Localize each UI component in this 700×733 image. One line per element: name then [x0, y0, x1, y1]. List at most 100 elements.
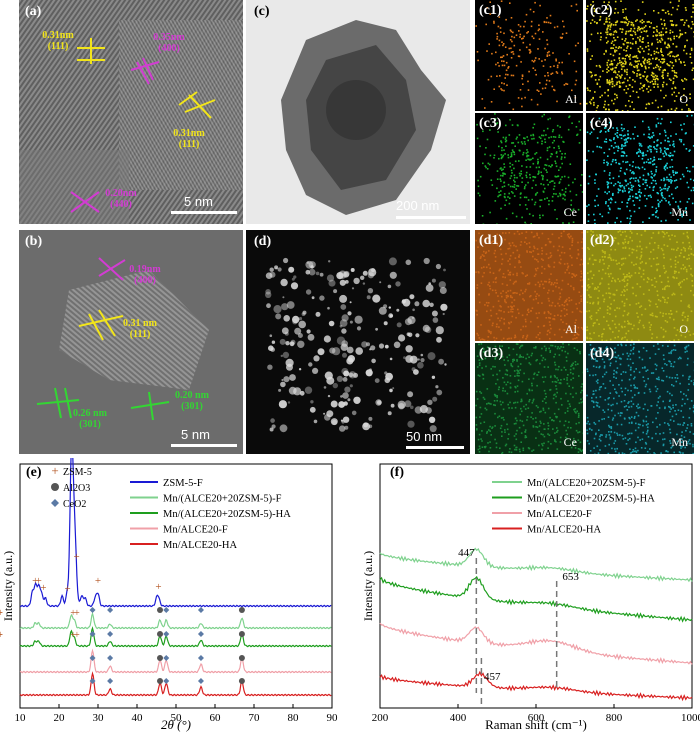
eds-dot: [490, 241, 493, 244]
ceo2-marker: [89, 607, 96, 613]
eds-dot: [530, 158, 532, 161]
eds-dot: [611, 320, 614, 322]
eds-dot: [618, 307, 621, 310]
eds-dot: [638, 184, 640, 186]
eds-dot: [682, 424, 684, 426]
eds-dot: [650, 372, 653, 374]
eds-dot: [534, 69, 537, 71]
haadf-particle: [269, 271, 276, 278]
eds-dot: [577, 439, 580, 441]
eds-dot: [627, 364, 630, 367]
eds-dot: [640, 63, 642, 66]
eds-dot: [503, 381, 506, 384]
eds-dot: [619, 208, 621, 210]
eds-dot: [686, 39, 688, 42]
eds-dot: [504, 276, 506, 279]
eds-dot: [602, 383, 605, 385]
eds-dot: [580, 241, 583, 243]
eds-dot: [611, 280, 613, 282]
eds-dot: [677, 283, 680, 285]
eds-dot: [574, 275, 576, 278]
eds-dot: [538, 136, 541, 138]
eds-dot: [570, 199, 573, 202]
eds-dot: [490, 314, 493, 317]
eds-dot: [618, 80, 621, 83]
eds-dot: [520, 289, 522, 292]
eds-dot: [486, 340, 489, 341]
eds-dot: [618, 86, 621, 88]
eds-dot: [664, 272, 666, 274]
eds-dot: [527, 447, 530, 449]
eds-dot: [616, 434, 619, 436]
eds-dot: [519, 413, 521, 416]
eds-dot: [623, 151, 625, 153]
eds-dot: [486, 388, 489, 390]
eds-dot: [677, 205, 680, 208]
eds-dot: [636, 29, 639, 32]
eds-dot: [529, 173, 531, 176]
eds-dot: [532, 236, 535, 238]
eds-dot: [627, 30, 630, 33]
eds-dot: [549, 337, 551, 340]
eds-dot: [522, 298, 524, 300]
eds-dot: [644, 13, 646, 15]
eds-dot: [582, 279, 583, 281]
eds-dot: [563, 141, 565, 143]
eds-dot: [477, 246, 479, 248]
eds-dot: [561, 72, 564, 75]
eds-dot: [665, 46, 668, 49]
eds-dot: [492, 305, 495, 308]
eds-dot: [593, 437, 596, 440]
eds-dot: [504, 390, 506, 392]
eds-dot: [488, 263, 490, 266]
eds-dot: [670, 352, 672, 355]
eds-dot: [659, 433, 661, 435]
eds-dot: [571, 122, 573, 124]
scale-bar-a: [171, 211, 237, 214]
eds-dot: [588, 427, 591, 430]
eds-dot: [589, 316, 592, 319]
eds-dot: [534, 153, 536, 155]
eds-dot: [660, 281, 663, 283]
eds-dot: [666, 176, 668, 179]
eds-dot: [538, 24, 540, 26]
eds-dot: [607, 305, 609, 308]
eds-dot: [481, 446, 484, 448]
eds-dot: [560, 258, 562, 261]
eds-dot: [622, 371, 625, 373]
eds-dot: [486, 138, 489, 141]
eds-dot: [635, 197, 638, 199]
eds-dot: [648, 278, 650, 280]
eds-dot: [570, 204, 572, 206]
eds-dot: [644, 441, 647, 444]
eds-dot: [481, 440, 483, 442]
eds-dot: [664, 12, 667, 14]
zsm5-marker: +: [64, 583, 70, 595]
eds-dot: [574, 321, 576, 324]
eds-dot: [567, 426, 569, 429]
eds-dot: [617, 62, 619, 65]
eds-dot: [677, 357, 680, 360]
eds-dot: [668, 64, 671, 67]
eds-dot: [536, 248, 539, 250]
eds-dot: [592, 274, 595, 276]
eds-dot: [560, 336, 563, 338]
eds-dot: [657, 51, 660, 54]
eds-dot: [627, 198, 630, 200]
eds-dot: [663, 129, 666, 132]
eds-dot: [607, 104, 610, 106]
eds-dot: [662, 152, 664, 155]
haadf-particle: [384, 344, 389, 349]
eds-dot: [543, 345, 546, 348]
eds-dot: [675, 35, 678, 37]
eds-dot: [650, 182, 653, 184]
eds-dot: [482, 348, 485, 350]
eds-dot: [563, 329, 566, 331]
eds-dot: [686, 398, 689, 401]
eds-dot: [596, 382, 599, 384]
eds-dot: [494, 289, 497, 292]
eds-dot: [528, 378, 530, 380]
eds-dot: [605, 108, 607, 110]
eds-dot: [593, 421, 595, 424]
eds-dot: [616, 447, 618, 450]
